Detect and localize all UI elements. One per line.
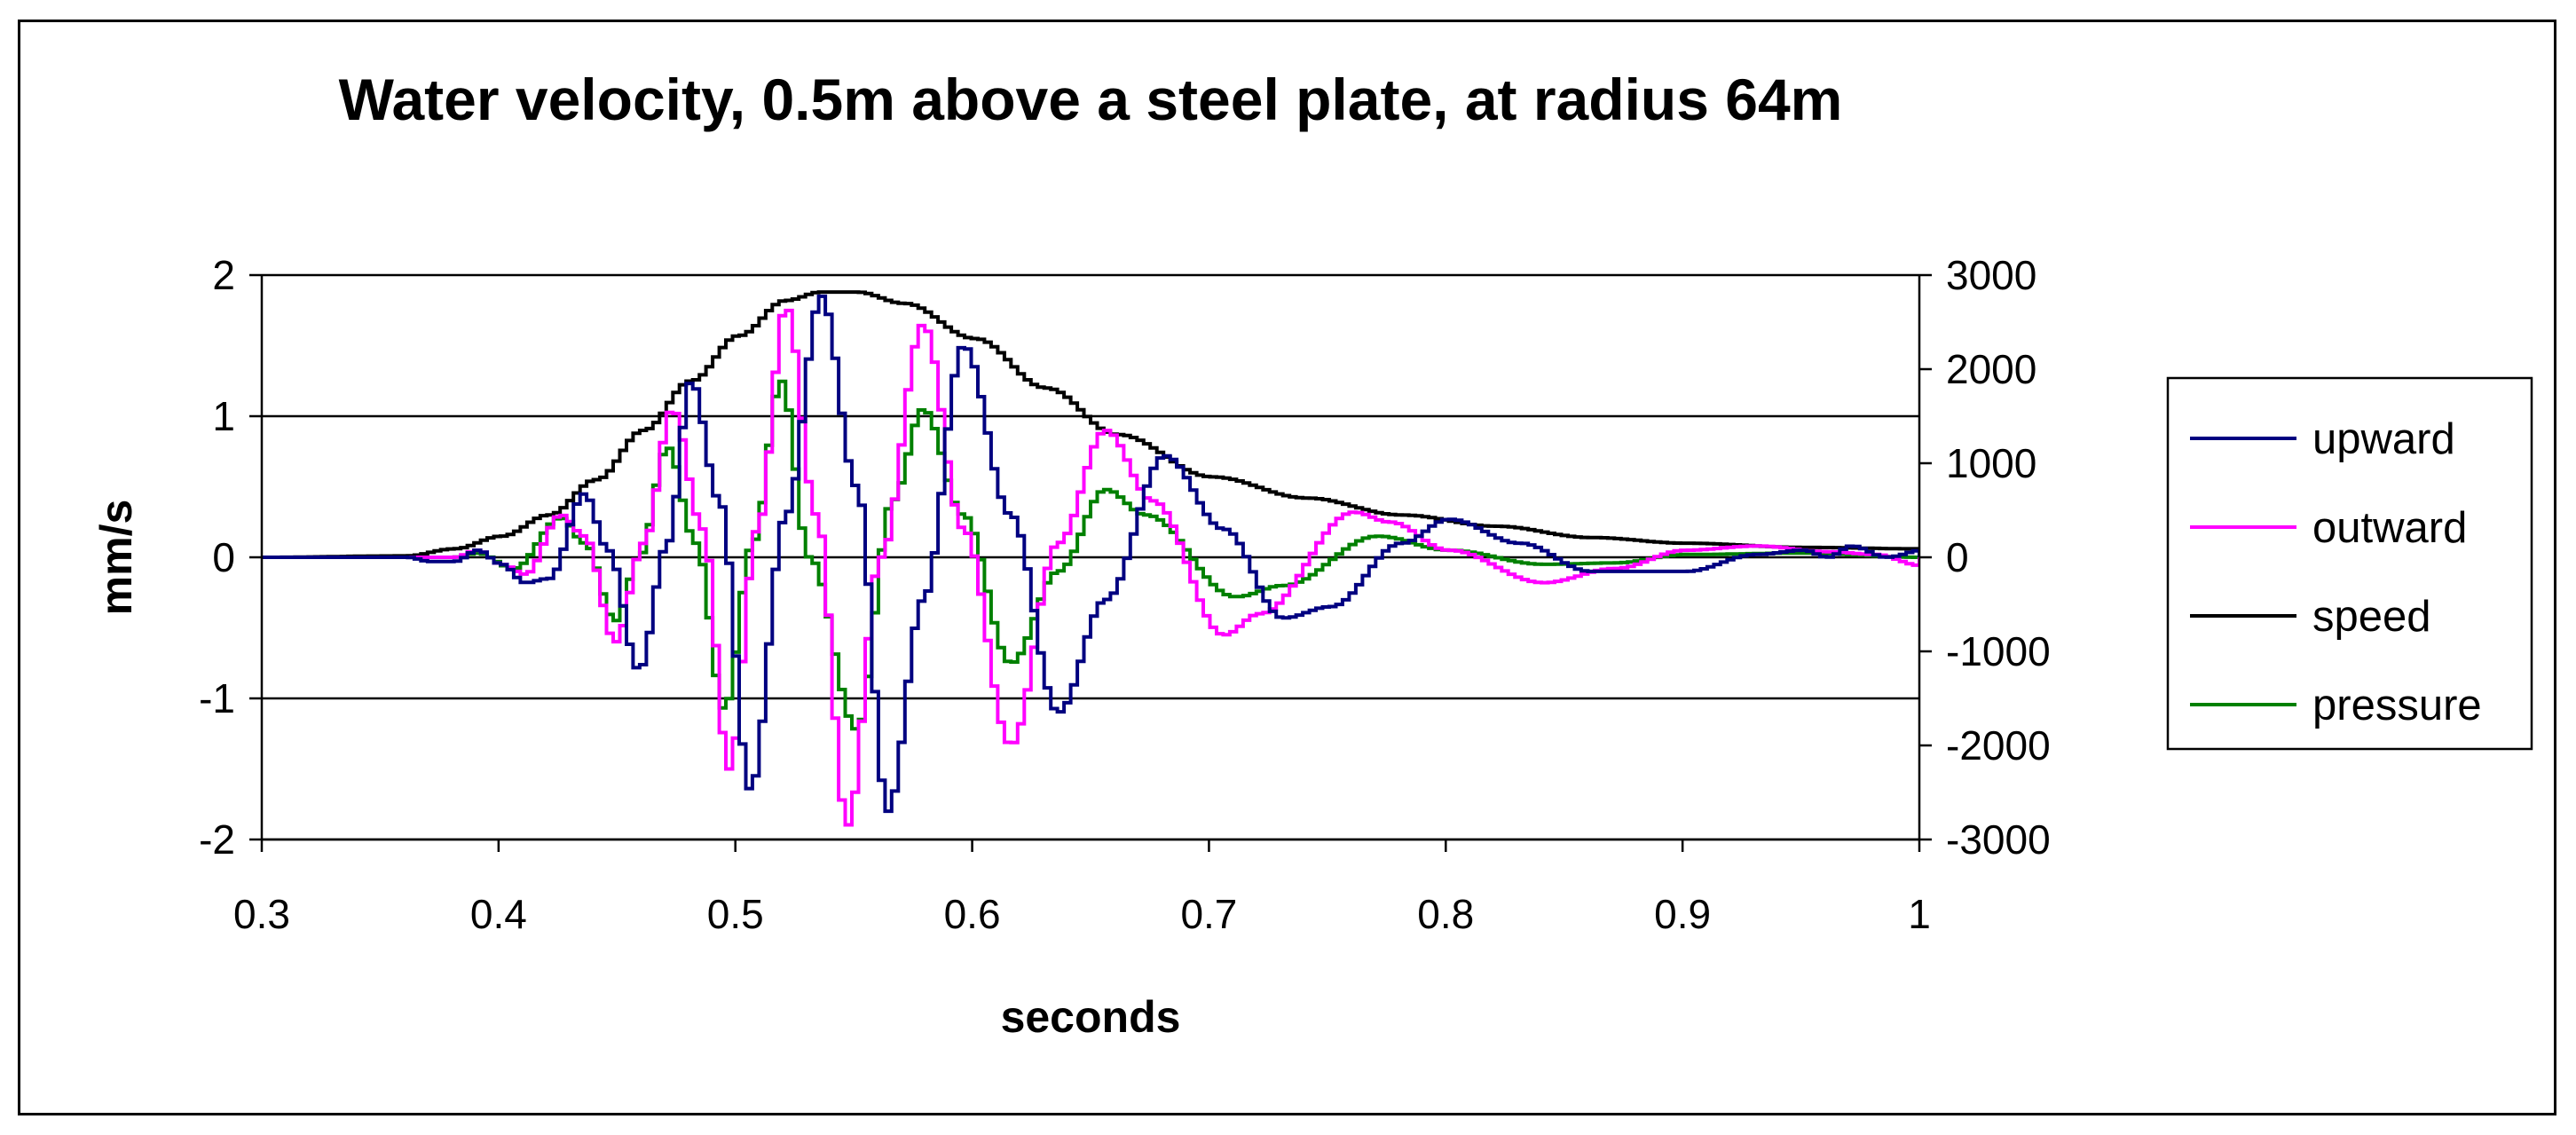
x-tick-label: 0.8 [1417,891,1474,937]
x-tick-label: 1 [1908,891,1931,937]
chart-frame: 0.3 0.4 0.5 0.6 0.7 0.8 0.9 1 2 1 0 -1 -2 3000 2000 100… [18,20,2556,1115]
y2-tick-label: 0 [1946,534,1969,580]
x-tick-label: 0.5 [707,891,764,937]
legend-label-outward: outward [2312,504,2467,552]
x-tick-label: 0.7 [1180,891,1237,937]
y-tick-label: 1 [212,393,235,439]
y2-tick-label: -1000 [1946,628,2051,674]
series-line-upward [262,294,1919,814]
y2-tick-label: 3000 [1946,252,2036,298]
x-tick-label: 0.3 [233,891,290,937]
y-axis-label: mm/s [91,500,141,616]
y2-tick-label: -2000 [1946,722,2051,768]
chart-svg: 0.3 0.4 0.5 0.6 0.7 0.8 0.9 1 2 1 0 -1 -2 3000 2000 100… [91,67,2533,1042]
y-tick-label: 0 [212,534,235,580]
y2-tick-label: 1000 [1946,440,2036,486]
series-line-speed [262,290,1919,559]
y2-tick-label: 2000 [1946,346,2036,392]
y-tick-label: 2 [212,252,235,298]
legend-box [2166,376,2533,751]
x-tick-label: 0.4 [470,891,527,937]
y-tick-label: -2 [199,816,235,863]
x-tick-label: 0.6 [944,891,1001,937]
y-tick-label: -1 [199,675,235,721]
x-axis-label: seconds [1001,992,1181,1042]
legend-label-pressure: pressure [2312,682,2482,729]
chart-title: Water velocity, 0.5m above a steel plate… [339,67,1843,132]
x-tick-label: 0.9 [1654,891,1711,937]
series-line-outward [262,308,1919,827]
y2-tick-label: -3000 [1946,816,2051,863]
legend-label-upward: upward [2312,415,2455,463]
legend-label-speed: speed [2312,593,2431,641]
